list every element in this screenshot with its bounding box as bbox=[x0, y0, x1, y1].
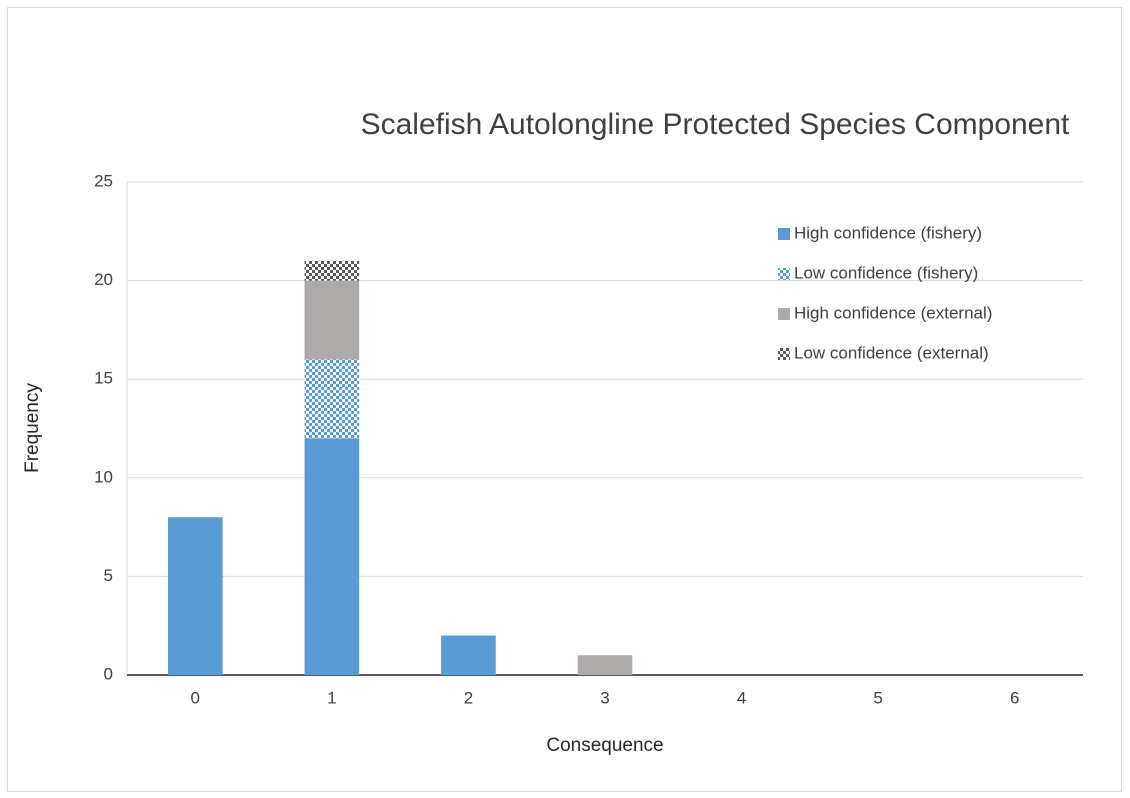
bar-segment bbox=[304, 260, 360, 281]
legend-swatch bbox=[778, 268, 790, 280]
x-tick-label: 3 bbox=[600, 688, 609, 707]
y-axis-title: Frequency bbox=[22, 383, 43, 473]
bar-segment bbox=[304, 280, 360, 360]
y-tick-label: 0 bbox=[104, 664, 113, 683]
y-tick-label: 25 bbox=[94, 171, 113, 190]
legend-label: High confidence (fishery) bbox=[794, 223, 982, 242]
chart-title: Scalefish Autolongline Protected Species… bbox=[361, 108, 1070, 141]
x-tick-label: 4 bbox=[737, 688, 746, 707]
bar-segment bbox=[441, 635, 496, 675]
bar-segment bbox=[167, 517, 223, 675]
legend-swatch bbox=[778, 308, 790, 320]
x-tick-label: 6 bbox=[1010, 688, 1019, 707]
x-tick-label: 0 bbox=[191, 688, 200, 707]
bar-segment bbox=[304, 438, 360, 675]
x-tick-label: 2 bbox=[464, 688, 473, 707]
x-tick-label: 5 bbox=[873, 688, 882, 707]
bar-segment bbox=[304, 359, 360, 439]
legend-swatch bbox=[778, 348, 790, 360]
y-tick-label: 20 bbox=[94, 270, 113, 289]
legend-label: High confidence (external) bbox=[794, 303, 992, 322]
y-tick-label: 15 bbox=[94, 369, 113, 388]
bar-segment bbox=[577, 655, 633, 675]
x-axis-title: Consequence bbox=[546, 735, 663, 756]
y-tick-label: 10 bbox=[94, 467, 113, 486]
legend-swatch bbox=[778, 228, 790, 240]
legend-label: Low confidence (external) bbox=[794, 343, 989, 362]
y-tick-label: 5 bbox=[104, 566, 113, 585]
x-tick-label: 1 bbox=[327, 688, 336, 707]
legend-label: Low confidence (fishery) bbox=[794, 263, 978, 282]
